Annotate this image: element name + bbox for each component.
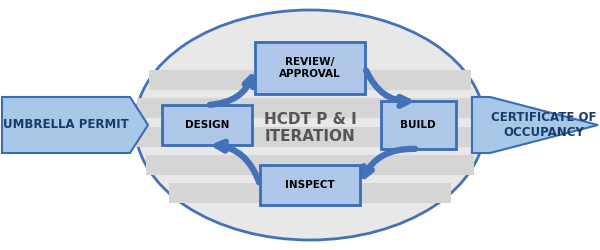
FancyArrowPatch shape [217, 142, 259, 182]
Polygon shape [2, 97, 148, 153]
FancyBboxPatch shape [380, 101, 455, 149]
FancyArrowPatch shape [364, 149, 415, 176]
FancyArrowPatch shape [366, 70, 408, 106]
Text: INSPECT: INSPECT [285, 180, 335, 190]
FancyArrowPatch shape [210, 77, 253, 105]
Text: DESIGN: DESIGN [185, 120, 229, 130]
Text: CERTIFICATE OF
OCCUPANCY: CERTIFICATE OF OCCUPANCY [491, 111, 597, 139]
FancyBboxPatch shape [260, 165, 360, 205]
Bar [137, 98, 483, 118]
Text: HCDT P & I
ITERATION: HCDT P & I ITERATION [263, 112, 356, 144]
Ellipse shape [135, 10, 485, 240]
Bar [169, 183, 451, 203]
FancyBboxPatch shape [255, 42, 365, 94]
Bar [136, 127, 484, 147]
Text: REVIEW/
APPROVAL: REVIEW/ APPROVAL [279, 57, 341, 79]
FancyBboxPatch shape [162, 105, 252, 145]
Bar [149, 70, 471, 90]
Text: UMBRELLA PERMIT: UMBRELLA PERMIT [3, 118, 129, 132]
Polygon shape [472, 97, 598, 153]
Bar [146, 155, 474, 175]
Text: BUILD: BUILD [400, 120, 436, 130]
